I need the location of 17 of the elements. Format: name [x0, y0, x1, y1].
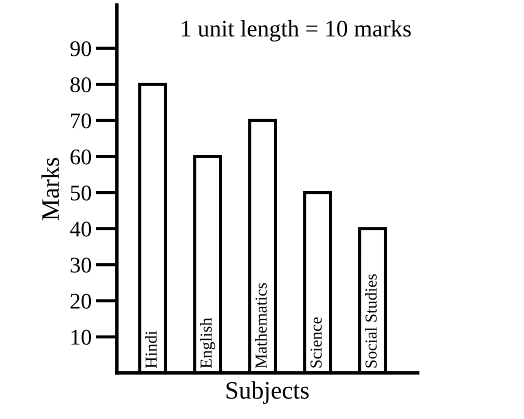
- x-tick-label: Hindi: [145, 330, 157, 368]
- y-axis-title: Marks: [41, 158, 59, 220]
- y-tick-label: 30: [70, 258, 92, 273]
- x-tick-label: Science: [310, 317, 322, 368]
- y-tick-label: 20: [70, 294, 92, 309]
- annotation: 1 unit length = 10 marks: [182, 20, 411, 42]
- y-tick-label: 90: [70, 41, 92, 56]
- x-tick-label: Social Studies: [364, 274, 377, 368]
- y-tick-label: 80: [70, 77, 92, 92]
- x-axis-title: Subjects: [226, 381, 309, 404]
- x-tick-label: Mathematics: [255, 283, 267, 368]
- y-tick-label: 40: [70, 222, 92, 237]
- y-tick-label: 50: [70, 186, 92, 201]
- y-tick-label: 60: [70, 149, 92, 164]
- y-tick-label: 10: [72, 330, 92, 345]
- y-tick-label: 70: [71, 113, 92, 128]
- x-tick-label: English: [200, 318, 216, 368]
